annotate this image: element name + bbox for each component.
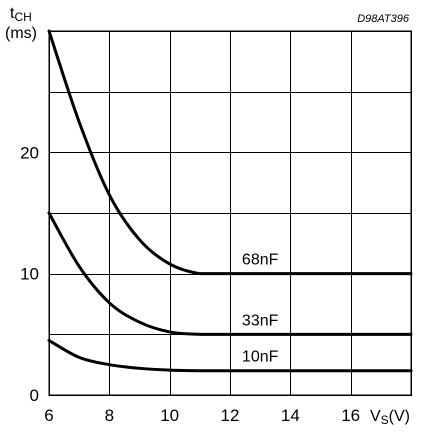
y-axis-label: tCH <box>10 5 32 24</box>
y-tick-labels: 0 10 20 <box>20 143 39 405</box>
x-tick-label: 6 <box>44 406 53 425</box>
x-tick-label: 14 <box>281 406 300 425</box>
series-lines <box>47 29 413 373</box>
y-axis-unit: (ms) <box>5 25 37 42</box>
x-tick-labels: 6 8 10 12 14 16 <box>44 406 360 425</box>
x-axis-label-sub: S <box>381 413 389 427</box>
x-axis-label-main: V <box>370 408 381 425</box>
series-labels: 68nF 33nF 10nF <box>242 252 279 366</box>
x-tick-label: 8 <box>105 406 114 425</box>
y-axis-label-main: t <box>10 5 15 22</box>
series-label-68nF: 68nF <box>242 252 279 269</box>
chart-code: D98AT396 <box>357 13 410 25</box>
y-tick-label: 10 <box>20 265 39 284</box>
x-axis-label: VS(V) <box>370 408 410 427</box>
series-label-10nF: 10nF <box>242 349 279 366</box>
series-line-68nF <box>47 29 413 276</box>
series-label-33nF: 33nF <box>242 312 279 329</box>
grid <box>49 31 412 396</box>
series-line-33nF <box>47 211 413 336</box>
y-tick-label: 20 <box>20 143 39 162</box>
x-axis-label-unit: (V) <box>389 408 410 425</box>
y-tick-label: 0 <box>30 386 39 405</box>
y-axis-label-sub: CH <box>14 10 31 24</box>
x-tick-label: 12 <box>221 406 240 425</box>
series-line-10nF <box>47 338 413 373</box>
x-tick-label: 10 <box>160 406 179 425</box>
x-tick-label: 16 <box>341 406 360 425</box>
